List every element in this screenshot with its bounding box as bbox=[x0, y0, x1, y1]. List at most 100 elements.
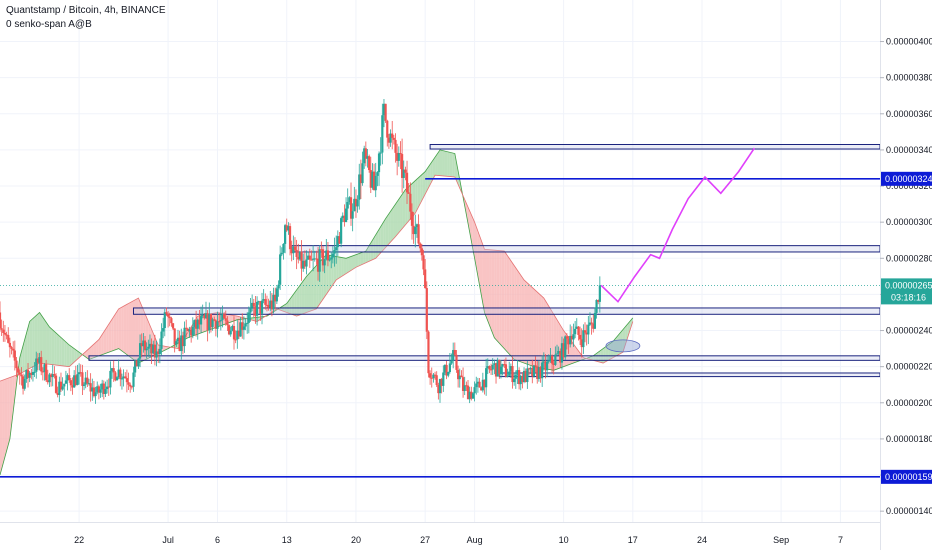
cloud-segment bbox=[452, 152, 455, 178]
candle-body bbox=[239, 322, 242, 337]
candle-body bbox=[237, 330, 241, 337]
candle-body bbox=[283, 225, 287, 244]
candle-body bbox=[257, 301, 260, 303]
cloud-segment bbox=[605, 344, 609, 362]
candle-body bbox=[158, 348, 161, 355]
candle-body bbox=[508, 371, 511, 376]
candle-body bbox=[353, 198, 356, 212]
candle-body bbox=[458, 375, 461, 380]
candle-body bbox=[397, 153, 400, 161]
candle-body bbox=[437, 385, 440, 394]
cloud-segment bbox=[375, 230, 379, 259]
candle-body bbox=[109, 370, 112, 388]
candle-body bbox=[427, 331, 430, 374]
candle-body bbox=[315, 258, 318, 260]
candle-body bbox=[234, 339, 237, 341]
candle-body bbox=[509, 366, 512, 372]
cloud-segment bbox=[76, 350, 80, 360]
candle-body bbox=[272, 294, 275, 310]
candle-body bbox=[303, 260, 306, 267]
candle-body bbox=[145, 348, 148, 351]
candle-body bbox=[593, 312, 597, 329]
grid bbox=[0, 0, 880, 522]
candle-body bbox=[61, 386, 64, 390]
cloud-segment bbox=[393, 204, 396, 240]
candle-body bbox=[313, 258, 316, 260]
candle-body bbox=[35, 358, 38, 372]
candle-body bbox=[79, 372, 82, 374]
candle-body bbox=[209, 313, 213, 327]
cloud-segment bbox=[103, 328, 107, 355]
candle-body bbox=[0, 328, 3, 330]
cloud-segment bbox=[365, 247, 369, 263]
candle-body bbox=[68, 375, 71, 381]
candle-body bbox=[392, 137, 395, 140]
candle-body bbox=[264, 299, 267, 305]
candle-body bbox=[56, 392, 59, 395]
candle-body bbox=[214, 320, 217, 329]
price-tick-label: 0.00000320 bbox=[886, 181, 932, 191]
candle-body bbox=[330, 257, 333, 260]
candle-body bbox=[316, 258, 320, 272]
candle-body bbox=[73, 375, 76, 388]
candle-body bbox=[201, 314, 204, 317]
candle-body bbox=[402, 169, 405, 178]
cloud-segment bbox=[504, 251, 507, 352]
candle-body bbox=[54, 375, 58, 393]
candle-body bbox=[394, 139, 397, 153]
candle-body bbox=[38, 357, 41, 363]
candle-body bbox=[582, 330, 585, 348]
candle-body bbox=[438, 379, 442, 394]
price-tick-label: 0.00000400 bbox=[886, 37, 932, 47]
cloud-segment bbox=[595, 352, 599, 362]
cloud-segment bbox=[422, 171, 426, 199]
candle-body bbox=[259, 301, 262, 314]
cloud-segment bbox=[128, 302, 132, 358]
candle-body bbox=[302, 260, 305, 269]
candle-body bbox=[552, 363, 555, 365]
candle-body bbox=[569, 335, 572, 345]
candle-body bbox=[262, 299, 265, 301]
cloud-segment bbox=[627, 320, 631, 337]
candle-body bbox=[49, 374, 53, 378]
candle-body bbox=[193, 320, 196, 327]
time-tick-label: 22 bbox=[74, 535, 84, 545]
candle-body bbox=[361, 163, 364, 184]
cloud-segment bbox=[348, 256, 352, 273]
cloud-segment bbox=[383, 218, 386, 251]
candle-body bbox=[514, 374, 517, 379]
cloud-segment bbox=[69, 344, 72, 367]
candle-body bbox=[142, 340, 145, 347]
price-tick-label: 0.00000280 bbox=[886, 253, 932, 263]
candle-body bbox=[74, 375, 77, 386]
candle-body bbox=[452, 349, 455, 361]
candle-body bbox=[354, 198, 358, 207]
candle-body bbox=[539, 367, 542, 379]
cloud-segment bbox=[59, 335, 62, 366]
candle-body bbox=[529, 367, 532, 370]
cloud-segment bbox=[98, 335, 102, 356]
candle-body bbox=[87, 383, 91, 385]
time-tick-label: 20 bbox=[351, 535, 361, 545]
candle-body bbox=[148, 343, 152, 347]
cloud-segment bbox=[432, 157, 436, 180]
candle-body bbox=[399, 153, 402, 155]
countdown-label: 03:18:16 bbox=[891, 292, 926, 302]
candle-body bbox=[292, 246, 295, 254]
candle-body bbox=[81, 372, 84, 386]
cloud-segment bbox=[613, 338, 616, 358]
candle-body bbox=[516, 370, 519, 375]
time-tick-label: Sep bbox=[773, 535, 789, 545]
candle-body bbox=[364, 148, 367, 159]
candle-body bbox=[557, 350, 560, 354]
candle-body bbox=[134, 360, 137, 373]
cloud-segment bbox=[93, 341, 97, 358]
candle-body bbox=[104, 389, 107, 394]
candle-body bbox=[124, 376, 127, 379]
cloud-segment bbox=[556, 318, 559, 370]
cloud-segment bbox=[229, 314, 233, 323]
cloud-segment bbox=[420, 173, 423, 204]
candle-body bbox=[323, 259, 326, 266]
candle-body bbox=[455, 354, 458, 370]
